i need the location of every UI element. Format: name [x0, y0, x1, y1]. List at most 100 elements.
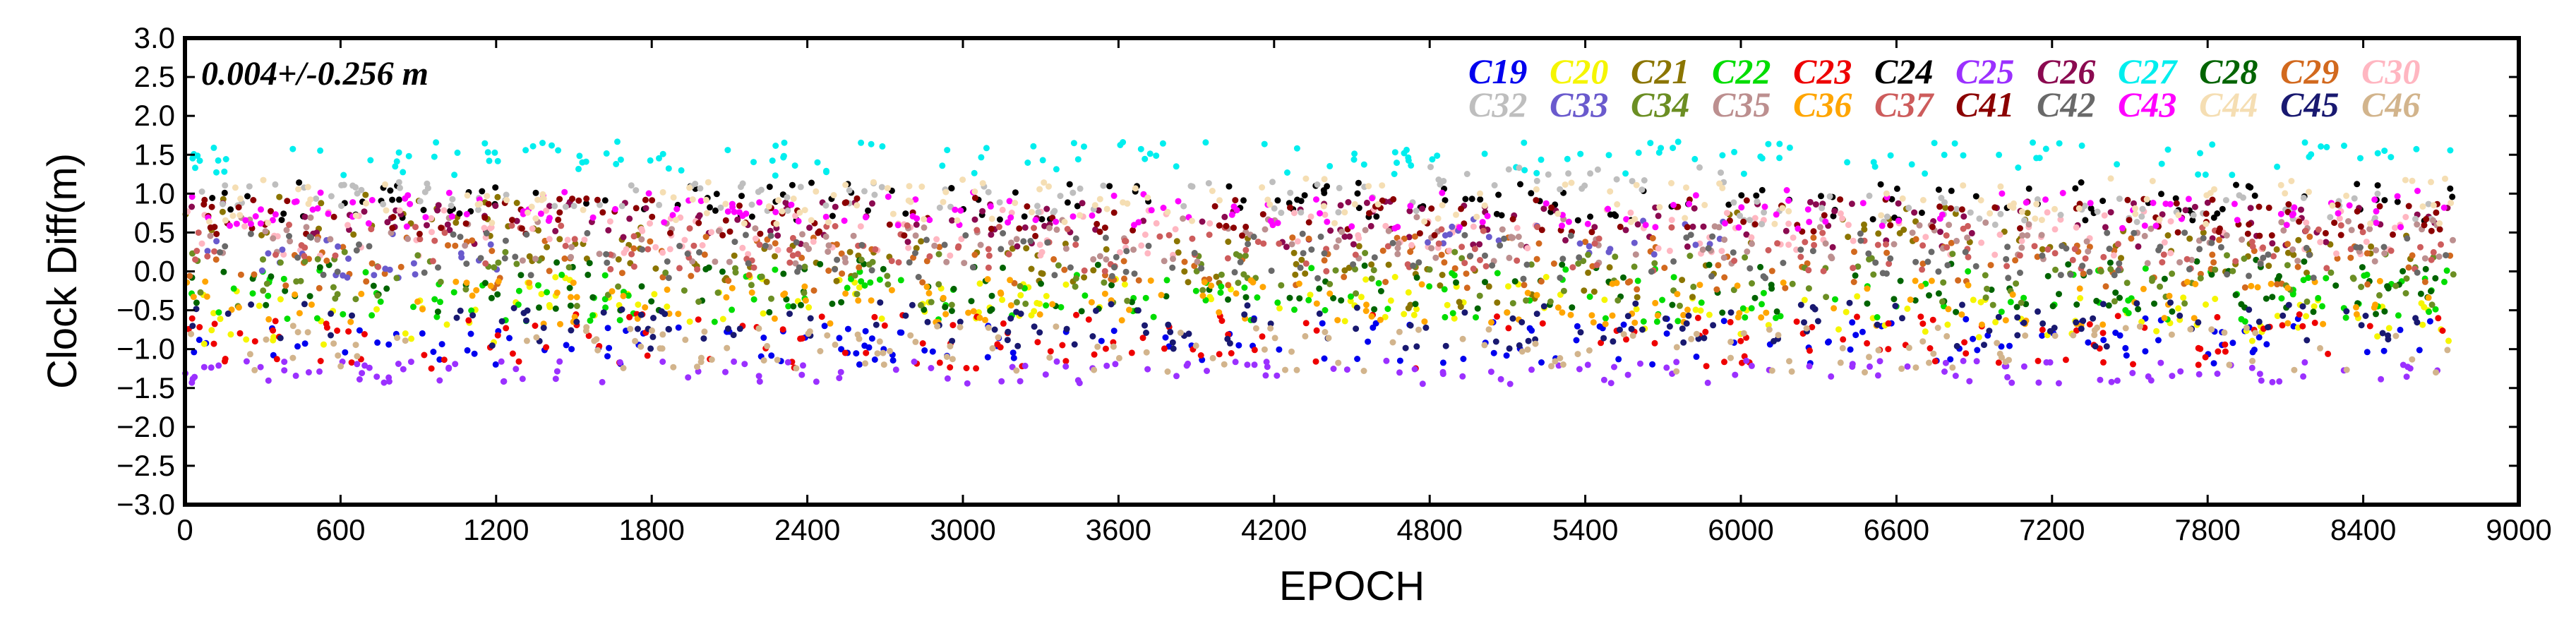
point-C24 [2374, 182, 2381, 189]
point-C44 [1633, 181, 1640, 188]
point-C34 [2013, 280, 2020, 287]
point-C22 [431, 296, 438, 303]
point-C46 [1693, 330, 1700, 337]
point-C43 [1484, 212, 1491, 220]
point-C36 [1631, 319, 1639, 326]
point-C32 [1761, 209, 1768, 216]
point-C28 [2116, 294, 2123, 301]
point-C28 [2422, 265, 2429, 272]
point-C34 [2157, 283, 2163, 290]
point-C34 [1326, 281, 1334, 287]
point-C35 [1715, 224, 1723, 231]
point-C30 [1206, 220, 1214, 227]
point-C19 [430, 349, 437, 355]
point-C20 [1358, 294, 1365, 301]
point-C27 [1030, 143, 1037, 150]
point-C45 [1981, 342, 1987, 349]
point-C42 [2303, 244, 2310, 251]
point-C19 [1970, 335, 1977, 342]
point-C34 [1278, 282, 1285, 289]
point-C34 [573, 303, 580, 309]
point-C30 [666, 246, 673, 253]
point-C46 [1775, 332, 1782, 339]
point-C37 [1919, 266, 1926, 273]
point-C25 [2195, 371, 2203, 378]
point-C33 [1651, 251, 1658, 258]
point-C24 [1612, 212, 1619, 220]
point-C30 [198, 240, 205, 247]
point-C34 [1870, 271, 1877, 278]
point-C34 [1352, 266, 1358, 272]
point-C30 [441, 207, 448, 214]
point-C35 [1744, 248, 1751, 255]
point-C46 [1485, 326, 1492, 333]
point-C19 [1573, 337, 1580, 344]
point-C44 [1771, 220, 1778, 227]
point-C43 [407, 200, 414, 208]
point-C45 [1170, 345, 1177, 352]
legend-item-C24: C24 [1874, 52, 1933, 91]
point-C29 [919, 279, 926, 286]
point-C41 [1837, 196, 1844, 203]
point-C37 [2417, 244, 2424, 251]
point-C27 [1261, 140, 1268, 148]
point-C34 [260, 287, 267, 294]
point-C36 [1118, 317, 1125, 324]
point-C36 [1504, 309, 1511, 316]
point-C25 [998, 378, 1005, 385]
point-C42 [603, 251, 610, 258]
point-C19 [1354, 356, 1361, 362]
point-C43 [1313, 196, 1319, 203]
point-C42 [1708, 272, 1715, 280]
point-C46 [880, 349, 887, 356]
point-C32 [1269, 179, 1276, 186]
point-C35 [303, 224, 310, 231]
point-C20 [1977, 299, 1984, 306]
point-C42 [1935, 268, 1942, 275]
point-C24 [808, 179, 815, 186]
point-C43 [1936, 215, 1943, 222]
point-C28 [2073, 301, 2080, 308]
point-C36 [1684, 306, 1691, 313]
point-C20 [1970, 296, 1977, 304]
point-C27 [1577, 150, 1584, 157]
point-C27 [1887, 152, 1894, 159]
point-C28 [1926, 292, 1932, 299]
point-C30 [905, 244, 912, 251]
point-C21 [1912, 218, 1919, 225]
point-C43 [1642, 222, 1649, 229]
point-C46 [304, 329, 311, 336]
point-C20 [760, 310, 767, 317]
point-C23 [1864, 339, 1871, 347]
point-C41 [518, 225, 525, 232]
point-C32 [2327, 214, 2334, 221]
point-C19 [563, 342, 570, 349]
point-C27 [2030, 139, 2036, 146]
point-C27 [2357, 155, 2364, 162]
point-C29 [1912, 236, 1919, 243]
point-C35 [405, 235, 412, 242]
point-C24 [996, 216, 1003, 223]
point-C21 [1439, 272, 1446, 278]
point-C42 [1415, 259, 1422, 266]
point-C20 [208, 327, 215, 334]
point-C43 [2059, 190, 2066, 196]
point-C30 [1037, 252, 1044, 259]
y-tick-label: 3.0 [134, 21, 175, 54]
point-C22 [1217, 289, 1224, 296]
point-C36 [526, 280, 533, 287]
point-C34 [2402, 290, 2409, 296]
point-C33 [1425, 239, 1431, 246]
point-C41 [649, 213, 656, 220]
point-C24 [2251, 192, 2258, 199]
point-C22 [1082, 292, 1089, 299]
point-C20 [1382, 313, 1389, 320]
point-C46 [1389, 339, 1396, 346]
legend-item-C33: C33 [1550, 85, 1608, 124]
point-C43 [885, 193, 892, 200]
point-C22 [897, 277, 904, 284]
point-C21 [526, 253, 533, 260]
point-C26 [1634, 221, 1641, 228]
point-C24 [713, 191, 720, 198]
point-C35 [1394, 245, 1401, 251]
